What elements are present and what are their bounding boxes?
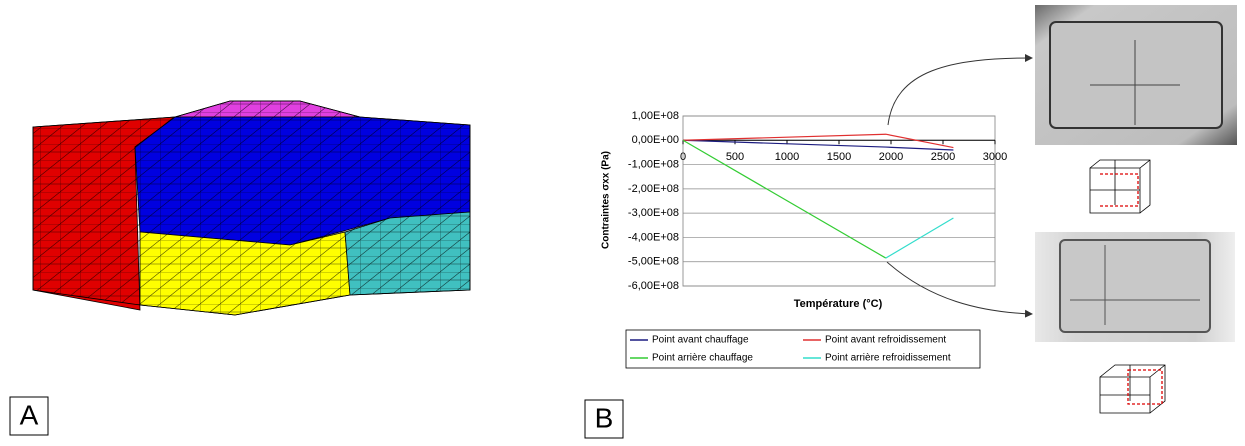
micrograph-sample [1059, 239, 1211, 333]
legend-label: Point avant chauffage [652, 335, 749, 346]
y-tick-label: 1,00E+08 [632, 110, 679, 122]
x-tick-label: 1000 [775, 151, 799, 163]
micrograph-sample [1049, 21, 1223, 129]
series-line [885, 217, 954, 259]
legend-label: Point avant refroidissement [825, 335, 946, 346]
crack [1070, 245, 1200, 325]
x-tick-label: 500 [726, 151, 744, 163]
y-tick-label: -1,00E+08 [628, 158, 679, 170]
y-tick-label: -2,00E+08 [628, 183, 679, 195]
x-tick-label: 0 [680, 151, 686, 163]
series-line [682, 139, 954, 151]
arrow [886, 261, 1033, 318]
legend-label: Point arrière chauffage [652, 353, 753, 364]
panel-label: A [20, 399, 39, 430]
x-tick-label: 2000 [879, 151, 903, 163]
y-tick-label: -6,00E+08 [628, 280, 679, 292]
y-tick-label: -5,00E+08 [628, 256, 679, 268]
x-tick-label: 3000 [983, 151, 1007, 163]
y-axis-label: Contraintes σxx (Pa) [601, 151, 612, 249]
y-tick-label: -4,00E+08 [628, 231, 679, 243]
arrow [887, 54, 1033, 126]
crack [1090, 40, 1180, 125]
panel-label-box [584, 399, 624, 439]
panel-label: B [595, 402, 614, 433]
y-tick-label: 0,00E+00 [632, 134, 679, 146]
cube-sketch [1089, 159, 1166, 414]
x-axis-label: Température (°C) [794, 298, 883, 310]
series-line [682, 133, 954, 149]
legend-label: Point arrière refroidissement [825, 353, 951, 364]
series-line [682, 139, 887, 259]
x-tick-label: 1500 [827, 151, 851, 163]
mesh-block [32, 100, 471, 316]
y-tick-label: -3,00E+08 [628, 207, 679, 219]
panel-label-box [9, 396, 49, 436]
x-tick-label: 2500 [931, 151, 955, 163]
legend [625, 329, 981, 369]
